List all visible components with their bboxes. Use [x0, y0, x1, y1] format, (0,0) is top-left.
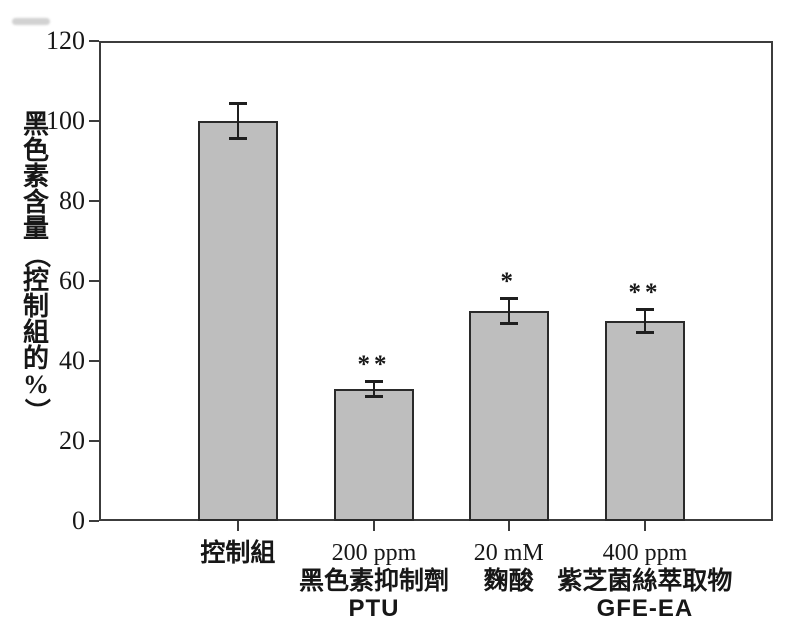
y-axis-title-char: 的: [22, 344, 49, 373]
x-axis-category-label-line: 200 ppm: [331, 540, 417, 566]
scan-artifact: [12, 18, 50, 25]
y-axis-title-char: ）: [22, 397, 51, 424]
y-axis-tick: [89, 40, 99, 42]
y-axis-tick-label: 20: [59, 426, 85, 455]
error-bar-top-cap: [499, 297, 518, 301]
y-axis-title: 黑色素含量（控制組的%）: [20, 110, 52, 425]
y-axis-tick-label: 120: [46, 26, 85, 55]
significance-marker: **: [357, 350, 391, 378]
x-axis-category-label-line: 400 ppm: [602, 540, 688, 566]
significance-marker: **: [628, 279, 662, 306]
y-axis-tick: [89, 120, 99, 122]
error-bar-top-cap: [635, 308, 654, 311]
y-axis-title-char: 控: [22, 266, 49, 295]
error-bar-bottom-cap: [635, 331, 654, 334]
y-axis-tick: [89, 520, 99, 522]
x-axis-category-label-line: 紫芝菌絲萃取物: [557, 567, 733, 595]
y-axis-tick: [89, 280, 99, 282]
error-bar-bottom-cap: [364, 395, 383, 399]
x-axis-tick: [643, 521, 646, 531]
y-axis-title-char: 黑: [22, 110, 49, 139]
error-bar-bottom-cap: [499, 321, 518, 325]
bar: [468, 311, 549, 521]
x-axis-category-label-line: 20 mM: [473, 540, 544, 566]
y-axis-tick-label: 40: [59, 346, 85, 375]
x-axis-category-label-line: 控制組: [200, 540, 276, 567]
significance-marker: *: [500, 268, 518, 296]
y-axis-title-char: %: [23, 370, 49, 399]
x-axis-tick: [236, 521, 239, 531]
x-axis-tick: [507, 521, 510, 531]
y-axis-title-char: 色: [22, 136, 49, 165]
bar: [333, 389, 414, 521]
y-axis-tick: [89, 360, 99, 362]
y-axis-title-char: 素: [22, 162, 49, 191]
y-axis-title-char: 含: [22, 188, 49, 217]
plot-frame: [99, 41, 773, 521]
y-axis-tick-label: 60: [59, 266, 85, 295]
y-axis-tick: [89, 440, 99, 442]
y-axis-title-char: 量: [22, 214, 49, 243]
error-bar-bottom-cap: [228, 137, 247, 140]
error-bar-top-cap: [228, 102, 247, 105]
bar: [197, 121, 278, 521]
error-bar-line: [372, 380, 375, 398]
y-axis-title-char: 制: [22, 292, 49, 321]
x-axis-category-label-line: 麴酸: [483, 567, 534, 595]
y-axis-tick: [89, 200, 99, 202]
y-axis-title-char: （: [22, 241, 51, 268]
error-bar-top-cap: [364, 379, 383, 383]
x-axis-category-label-line: PTU: [348, 595, 400, 622]
error-bar-line: [507, 298, 510, 324]
x-axis-tick: [372, 521, 375, 531]
y-axis-tick-label: 0: [72, 506, 85, 535]
x-axis-category-label-line: GFE-EA: [596, 595, 694, 622]
y-axis-tick-label: 80: [59, 186, 85, 215]
x-axis-category-label-line: 黑色素抑制劑: [298, 567, 449, 595]
y-axis-tick-label: 100: [46, 106, 85, 135]
error-bar-line: [236, 103, 239, 139]
y-axis-title-char: 組: [22, 318, 49, 347]
error-bar-line: [643, 309, 646, 333]
bar: [604, 321, 685, 521]
